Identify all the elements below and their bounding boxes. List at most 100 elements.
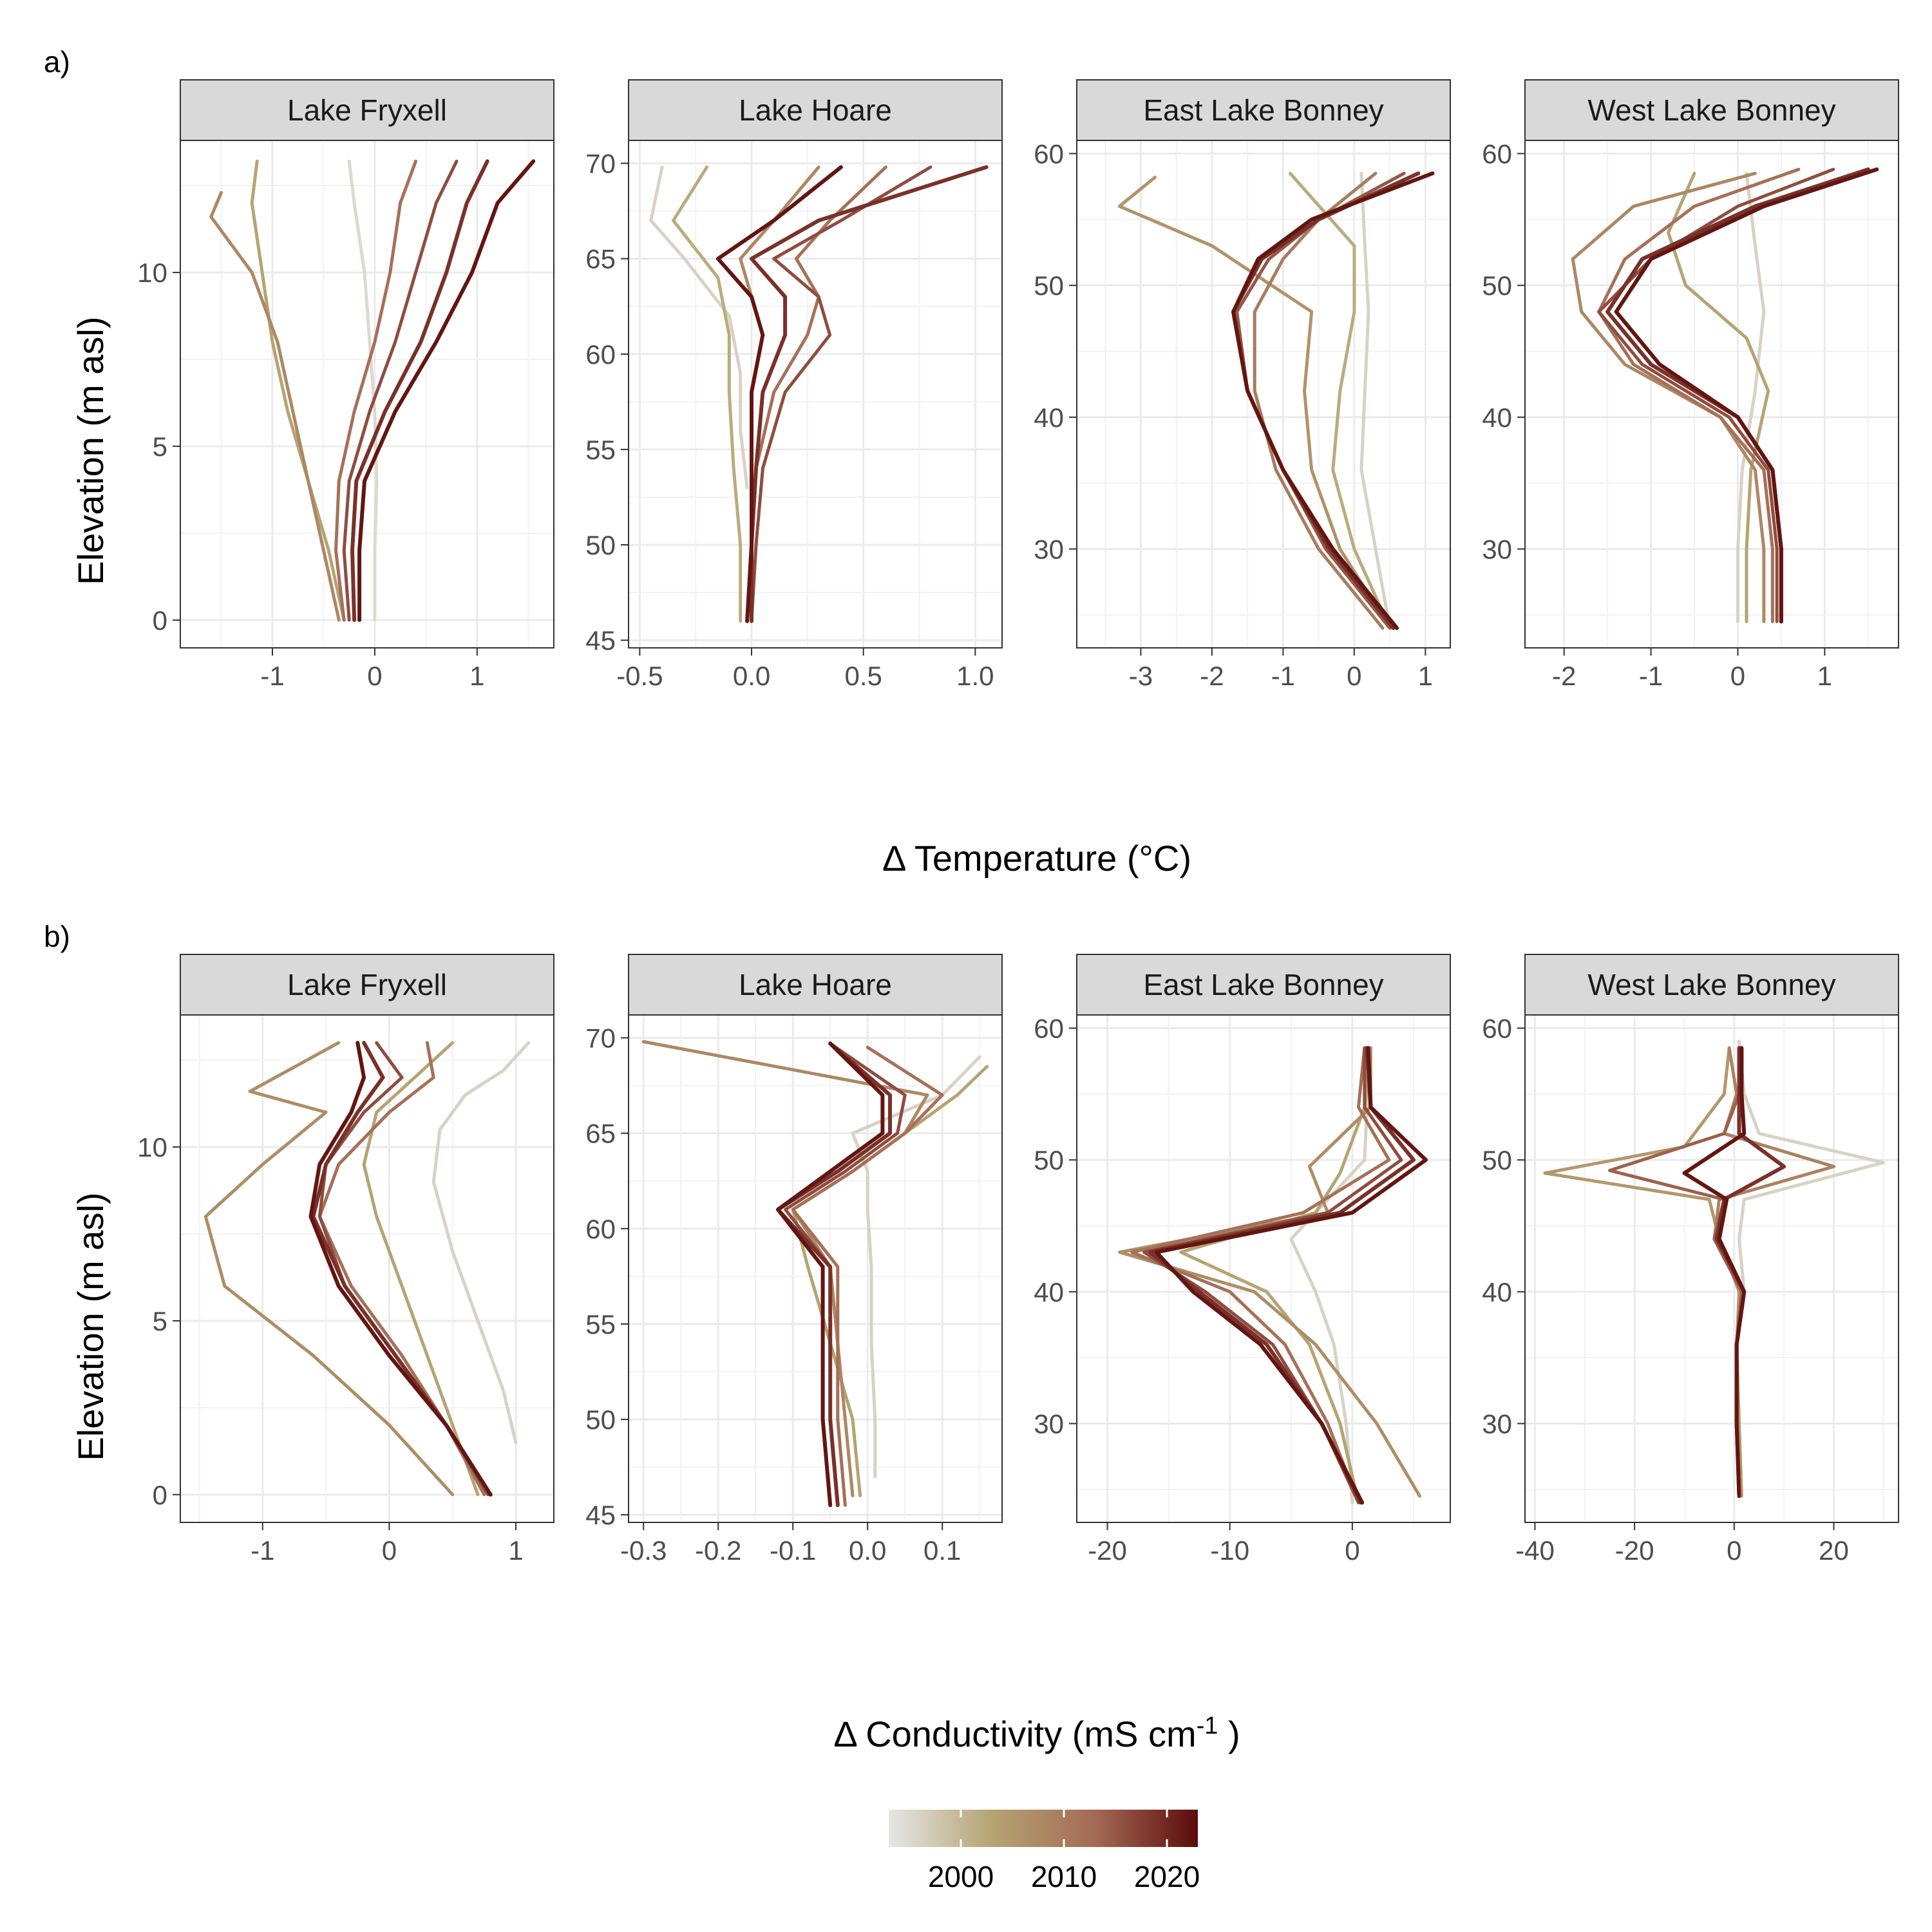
panel-border-lake-fryxell — [180, 1014, 554, 1523]
series-line-2022 — [776, 1041, 885, 1508]
y-tick-label: 50 — [1482, 270, 1512, 301]
series-line-1996 — [1359, 171, 1392, 630]
plot-area-lake-hoare — [629, 140, 1002, 648]
legend-label-2000: 2000 — [928, 1860, 994, 1893]
y-tick-label: 30 — [1034, 1408, 1064, 1439]
series-line-1995 — [347, 159, 379, 622]
panel-border-east-lake-bonney — [1076, 140, 1451, 649]
series-line-2002 — [672, 166, 743, 623]
strip-label-west-lake-bonney: West Lake Bonney — [1587, 968, 1835, 1001]
y-tick-label: 40 — [1034, 402, 1064, 433]
panel-cond-lake-hoare: Lake Hoare -0.3 -0.2 -0.1 0.0 0.1 45 50 55 60 65 70 — [585, 954, 1003, 1566]
y-tick-label: 0 — [153, 1480, 167, 1510]
series-line-1996 — [1736, 171, 1766, 623]
y-tick-label: 70 — [585, 149, 616, 179]
panel-border-west-lake-bonney — [1524, 1014, 1899, 1523]
y-tick-label: 50 — [1034, 1145, 1064, 1175]
strip-label-west-lake-bonney: West Lake Bonney — [1587, 93, 1835, 127]
series-line-2003 — [250, 159, 346, 622]
x-tick-label: -0.3 — [620, 1535, 667, 1566]
series-line-2002 — [1288, 171, 1392, 630]
legend-label-2010: 2010 — [1031, 1860, 1097, 1893]
x-tick-label: -0.5 — [616, 661, 663, 691]
strip-lake-fryxell — [180, 79, 554, 141]
legend-colorbar — [889, 1810, 1198, 1847]
series-line-2022 — [1154, 1046, 1428, 1505]
series-line-2022 — [715, 165, 843, 623]
y-tick-label: 10 — [137, 258, 167, 288]
x-tick-label: 0.5 — [844, 661, 882, 691]
plot-area-west-lake-bonney — [1525, 140, 1899, 648]
row-a-x-axis-title: Δ Temperature (°C) — [882, 838, 1191, 878]
series-line-2016 — [750, 166, 933, 623]
series-line-2022 — [357, 159, 536, 622]
row-b-y-axis-title: Elevation (m asl) — [70, 1192, 111, 1461]
x-tick-label: 0 — [1727, 1535, 1741, 1566]
series-line-1996 — [431, 1041, 531, 1444]
strip-label-lake-hoare: Lake Hoare — [739, 968, 892, 1001]
x-tick-label: 0 — [1730, 661, 1745, 691]
x-tick-label: 0 — [1347, 661, 1361, 691]
series-line-2022 — [1682, 1046, 1747, 1499]
series-line-2003 — [1667, 171, 1770, 623]
x-tick-label: -20 — [1615, 1535, 1654, 1566]
y-tick-label: 65 — [585, 244, 616, 274]
y-tick-label: 65 — [585, 1119, 616, 1149]
series-group-lake-hoare — [649, 165, 989, 623]
y-tick-label: 50 — [585, 1405, 616, 1435]
x-tick-label: -40 — [1515, 1535, 1555, 1566]
year-legend: 2000 2010 2020 — [889, 1810, 1200, 1893]
x-tick-label: 0 — [367, 661, 382, 691]
y-tick-label: 0 — [153, 605, 167, 636]
x-tick-label: 0 — [1345, 1535, 1359, 1566]
x-tick-label: 0.1 — [923, 1535, 961, 1566]
panel-border-lake-hoare — [628, 1014, 1003, 1523]
strip-label-lake-hoare: Lake Hoare — [739, 93, 892, 127]
y-tick-label: 50 — [585, 530, 616, 560]
strip-west-lake-bonney — [1524, 954, 1899, 1016]
y-tick-label: 60 — [1482, 138, 1512, 169]
y-tick-label: 45 — [585, 1500, 616, 1530]
y-tick-label: 30 — [1034, 534, 1064, 564]
row-b: b) Elevation (m asl) Δ Conductivity (mS … — [44, 920, 1899, 1754]
y-tick-label: 45 — [585, 625, 616, 656]
panel-border-lake-hoare — [628, 140, 1003, 649]
series-line-2003 — [1179, 1046, 1372, 1504]
plot-area-west-lake-bonney — [1525, 1015, 1899, 1522]
y-tick-label: 60 — [1482, 1013, 1512, 1043]
series-line-2022 — [308, 1041, 493, 1497]
series-line-2016 — [342, 159, 459, 622]
series-line-2012 — [1597, 167, 1801, 623]
y-tick-label: 60 — [1034, 1013, 1064, 1043]
plot-area-lake-fryxell — [180, 1015, 554, 1522]
x-tick-label: 0.0 — [849, 1535, 886, 1566]
y-tick-label: 30 — [1482, 534, 1512, 564]
x-tick-label: -20 — [1088, 1535, 1127, 1566]
strip-lake-hoare — [628, 79, 1003, 141]
strip-lake-fryxell — [180, 954, 554, 1016]
panel-cond-west-lake-bonney: West Lake Bonney -40 -20 0 20 30 40 50 60 — [1482, 954, 1899, 1566]
series-line-2008 — [1571, 171, 1766, 623]
x-tick-label: -0.2 — [695, 1535, 741, 1566]
y-tick-label: 30 — [1482, 1408, 1512, 1439]
panel-border-east-lake-bonney — [1076, 1014, 1451, 1523]
series-group-west-lake-bonney — [1543, 1039, 1886, 1499]
series-group-lake-hoare — [641, 1040, 989, 1508]
series-line-2016 — [1597, 167, 1835, 623]
series-group-lake-fryxell — [204, 1041, 531, 1497]
series-line-2012 — [791, 1045, 944, 1507]
x-tick-label: -1 — [260, 661, 284, 691]
series-group-east-lake-bonney — [1117, 171, 1435, 630]
y-tick-label: 50 — [1482, 1145, 1512, 1175]
x-tick-label: -2 — [1200, 661, 1224, 691]
row-b-tag: b) — [44, 920, 70, 953]
panel-border-west-lake-bonney — [1524, 140, 1899, 649]
y-tick-label: 70 — [585, 1023, 616, 1054]
x-tick-label: 1 — [508, 1535, 523, 1566]
plot-area-lake-fryxell — [180, 140, 554, 648]
panel-cond-east-lake-bonney: East Lake Bonney -20 -10 0 30 40 50 60 — [1034, 954, 1451, 1566]
series-line-2022 — [1614, 167, 1879, 624]
panel-temp-west-lake-bonney: West Lake Bonney -2 -1 0 1 30 40 50 60 — [1482, 79, 1899, 691]
x-tick-label: 1.0 — [956, 661, 994, 691]
